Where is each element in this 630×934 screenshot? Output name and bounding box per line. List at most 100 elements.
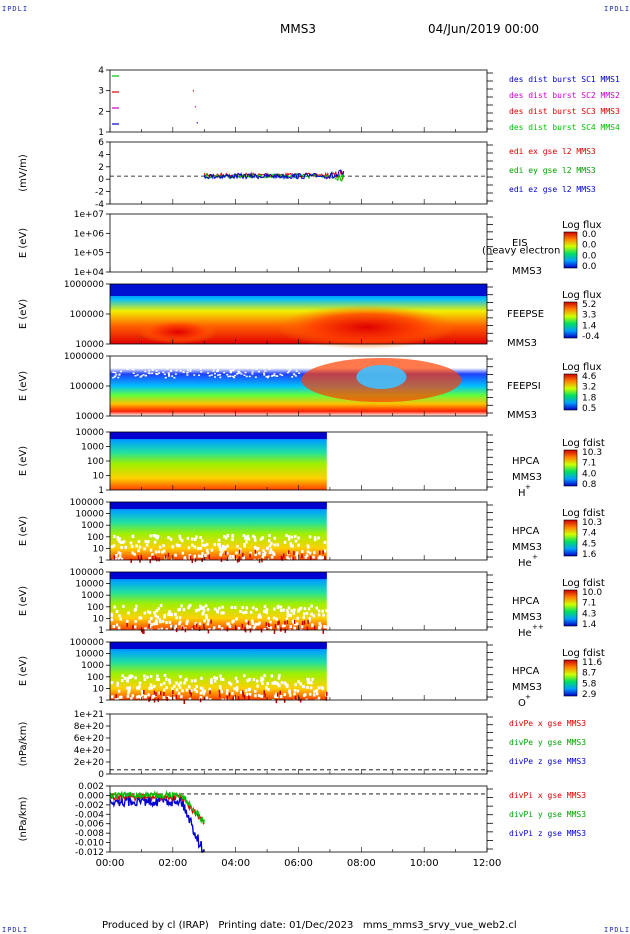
- hpca-gap: [260, 694, 263, 698]
- hpca-gap: [232, 558, 235, 562]
- hpca-gap: [269, 548, 273, 552]
- corner-label-br: IPDLI: [604, 926, 630, 934]
- hpca-red-speck: [210, 619, 212, 624]
- legend-entry: divPi x gse MMS3: [509, 791, 586, 800]
- hpca-gap: [213, 676, 216, 680]
- hpca-red-speck: [325, 696, 328, 701]
- hpca-gap: [143, 677, 147, 681]
- feepsi-speckle: [117, 376, 120, 379]
- hpca-red-speck: [284, 628, 287, 633]
- hpca-gap: [158, 691, 161, 695]
- hpca-red-speck: [149, 696, 152, 701]
- hpca-red-speck: [218, 693, 221, 698]
- hpca-gap: [126, 694, 130, 698]
- hpca-gap: [263, 553, 266, 557]
- hpca-red-speck: [281, 556, 284, 561]
- hpca-gap: [228, 624, 232, 628]
- hpca-gap: [117, 689, 121, 693]
- hpca-red-speck: [189, 689, 191, 694]
- feepsi-speckle: [243, 374, 246, 376]
- hpca-gap: [154, 614, 157, 618]
- hpca-gap: [213, 679, 217, 683]
- ylabel: E (eV): [18, 299, 29, 329]
- hpca-gap: [183, 681, 186, 685]
- hpca-gap: [118, 537, 121, 541]
- hpca-top-band: [110, 572, 327, 579]
- hpca-gap: [138, 684, 141, 688]
- hpca-gap: [320, 686, 323, 690]
- hpca-red-speck: [166, 696, 168, 701]
- hpca-gap: [255, 607, 258, 611]
- feepsi-speckle: [213, 367, 216, 370]
- page-datetime: 04/Jun/2019 00:00: [428, 22, 540, 36]
- hpca-gap: [181, 551, 185, 555]
- feepsi-speckle: [134, 374, 137, 377]
- hpca-gap: [290, 609, 293, 613]
- hpca-gap: [280, 681, 284, 685]
- hpca-red-speck: [283, 698, 286, 703]
- hpca-gap: [234, 676, 238, 680]
- hpca-gap: [248, 692, 252, 696]
- hpca-gap: [297, 543, 300, 547]
- hpca-gap: [307, 678, 311, 682]
- hpca-gap: [212, 626, 216, 630]
- hpca-red-speck: [280, 555, 283, 560]
- corner-label-tr: IPDLI: [604, 5, 630, 13]
- hpca-gap: [193, 554, 197, 558]
- hpca-gap: [309, 686, 313, 690]
- hpca-gap: [175, 616, 178, 620]
- hpca-red-speck: [301, 621, 304, 626]
- burst-dot: [192, 90, 194, 92]
- instrument-label: HPCA: [512, 596, 540, 607]
- hpca-gap: [201, 690, 205, 694]
- feepsi-speckle: [217, 368, 220, 371]
- ytick-label: 6: [98, 138, 104, 148]
- species-label: He: [518, 628, 532, 639]
- hpca-gap: [246, 537, 249, 541]
- hpca-gap: [310, 612, 313, 616]
- hpca-red-speck: [284, 620, 286, 625]
- hpca-gap: [163, 673, 167, 677]
- panel-frame: [109, 713, 488, 775]
- ytick-label: 2: [98, 107, 104, 117]
- hpca-red-speck: [313, 625, 316, 630]
- hpca-gap: [148, 556, 151, 560]
- hpca-gap: [117, 626, 121, 630]
- hpca-gap: [155, 536, 159, 540]
- hpca-red-speck: [153, 690, 156, 695]
- hpca-gap: [174, 624, 177, 628]
- hpca-gap: [148, 611, 152, 615]
- hpca-gap: [148, 625, 152, 629]
- hpca-red-speck: [242, 690, 244, 695]
- hpca-red-speck: [163, 691, 165, 696]
- feepsi-speckle: [298, 372, 301, 374]
- feepsi-speckle: [213, 376, 216, 378]
- feepsi-speckle: [136, 374, 139, 376]
- hpca-gap: [312, 693, 316, 697]
- hpca-gap: [220, 690, 224, 694]
- hpca-gap: [127, 689, 131, 693]
- feepsi-speckle: [263, 374, 266, 376]
- burst-dot: [196, 122, 198, 124]
- ytick-label: 1e+21: [74, 710, 104, 720]
- hpca-gap: [273, 694, 277, 698]
- hpca-gap: [276, 605, 280, 609]
- hpca-gap: [313, 536, 317, 540]
- hpca-red-speck: [130, 558, 132, 563]
- hpca-gap: [254, 694, 257, 698]
- feepsi-speckle: [155, 370, 158, 372]
- hpca-red-speck: [276, 692, 279, 697]
- hpca-gap: [138, 681, 142, 685]
- hpca-gap: [299, 682, 302, 686]
- hpca-gap: [210, 678, 213, 682]
- hpca-gap: [111, 695, 114, 699]
- hpca-gap: [286, 683, 289, 687]
- hpca-gap: [110, 545, 114, 549]
- hpca-gap: [138, 545, 142, 549]
- hpca-gap: [139, 696, 143, 700]
- hpca-gap: [268, 551, 272, 555]
- legend-entry: des dist burst SC2 MMS2: [509, 91, 620, 100]
- hpca-gap: [317, 613, 321, 617]
- hpca-gap: [270, 555, 274, 559]
- hpca-gap: [174, 553, 177, 557]
